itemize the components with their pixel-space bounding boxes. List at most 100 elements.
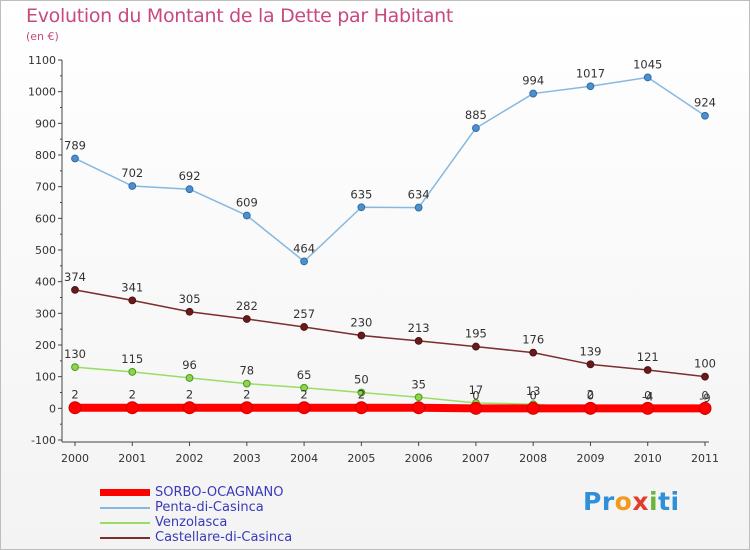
data-label: 130 (64, 347, 86, 361)
y-tick-label: 1000 (28, 86, 56, 99)
data-point (583, 401, 597, 415)
data-label: 100 (694, 357, 716, 371)
legend-swatch (100, 489, 150, 496)
data-point (357, 331, 366, 340)
data-point (242, 315, 251, 323)
x-tick-label: 2000 (61, 452, 89, 465)
data-label: 2 (71, 388, 78, 402)
legend-label: Castellare-di-Casinca (155, 530, 293, 545)
legend-label: Venzolasca (155, 515, 228, 530)
y-tick-label: -100 (31, 434, 56, 447)
data-label: 115 (121, 352, 143, 366)
data-label: 692 (179, 169, 201, 183)
y-tick-label: 100 (35, 371, 56, 384)
data-point (698, 401, 712, 415)
data-point (354, 401, 368, 415)
data-point (643, 366, 652, 374)
series-line (74, 76, 706, 263)
data-label: 2 (243, 388, 250, 402)
data-point (297, 401, 311, 415)
data-point (469, 401, 483, 415)
data-label: 2 (129, 388, 136, 402)
data-point (128, 368, 137, 376)
data-label: 789 (64, 138, 86, 152)
data-point (300, 257, 308, 266)
data-label: 1017 (576, 66, 605, 80)
logo-part: Pr (583, 487, 615, 516)
data-point (643, 73, 652, 82)
data-point (357, 388, 366, 397)
y-tick-label: 0 (49, 402, 56, 415)
x-tick-label: 2005 (347, 452, 375, 465)
data-label: 464 (293, 241, 315, 255)
logo-part: o (614, 487, 633, 516)
data-label: 230 (350, 316, 372, 330)
chart-title: Evolution du Montant de la Dette par Hab… (26, 5, 454, 27)
data-label: 13 (526, 384, 541, 398)
data-label: 195 (465, 327, 487, 341)
data-point (412, 401, 426, 415)
series-line (75, 403, 705, 413)
y-tick-label: 900 (35, 117, 56, 130)
x-tick-label: 2003 (233, 452, 261, 465)
data-point (185, 307, 194, 316)
data-point (641, 401, 655, 415)
chart-subtitle: (en €) (26, 30, 59, 43)
data-label: 0 (644, 388, 651, 402)
series-line (74, 289, 706, 378)
data-label: 282 (236, 299, 258, 313)
data-point (68, 401, 82, 415)
data-point (472, 124, 480, 132)
data-label: 213 (408, 321, 430, 335)
data-label: 0 (530, 388, 537, 402)
legend-swatch (100, 507, 150, 509)
data-label: 1045 (633, 57, 662, 71)
data-point (125, 401, 139, 415)
y-tick-label: 1100 (28, 54, 56, 67)
data-label: 121 (637, 350, 659, 364)
data-label: 634 (408, 188, 430, 202)
data-label: 176 (522, 333, 544, 347)
data-label: -4 (642, 390, 653, 404)
data-label: 2 (587, 388, 594, 402)
data-point (701, 372, 709, 381)
data-point (414, 336, 423, 345)
x-tick-label: 2007 (462, 452, 490, 465)
legend-label: Penta-di-Casinca (155, 500, 264, 515)
data-label: 609 (236, 195, 258, 209)
data-label: 35 (411, 377, 426, 391)
data-point (242, 211, 251, 220)
data-point (586, 82, 595, 91)
logo-part: ti (658, 487, 680, 516)
data-label: 305 (179, 292, 201, 306)
data-label: 78 (239, 364, 254, 378)
data-label: 17 (469, 383, 484, 397)
data-point (71, 154, 79, 163)
x-tick-label: 2008 (519, 452, 547, 465)
data-label: 341 (121, 280, 143, 294)
data-point (185, 374, 194, 382)
data-label: 2 (358, 388, 365, 402)
y-tick-label: 600 (35, 212, 56, 225)
y-tick-label: 400 (35, 276, 56, 289)
data-label: 0 (701, 388, 708, 402)
x-tick-label: 2001 (118, 452, 146, 465)
data-label: 0 (472, 388, 479, 402)
data-point (300, 323, 308, 331)
data-label: 994 (522, 74, 544, 88)
data-label: 924 (694, 96, 716, 110)
data-point (242, 379, 251, 388)
data-label: 702 (121, 166, 143, 180)
data-label: -9 (699, 391, 710, 405)
x-tick-label: 2006 (405, 452, 433, 465)
legend-swatch (100, 537, 150, 539)
data-label: 139 (579, 344, 601, 358)
data-point (71, 363, 79, 372)
y-tick-label: 500 (35, 244, 56, 257)
data-label: 2 (186, 388, 193, 402)
data-point (240, 401, 254, 415)
logo-part: i (648, 487, 659, 516)
data-point (357, 203, 366, 212)
